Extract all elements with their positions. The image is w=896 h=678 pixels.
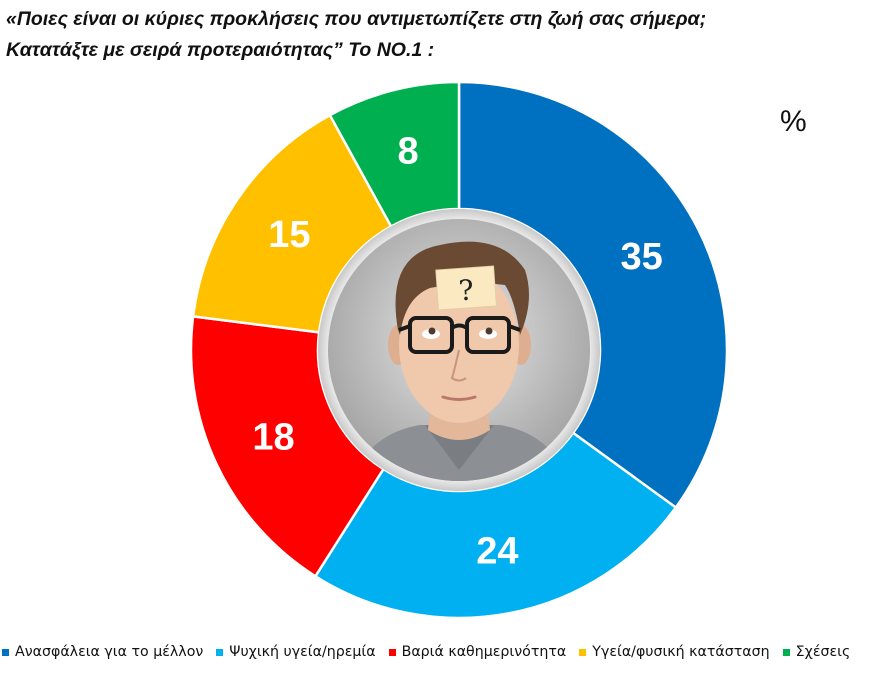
title-line-1: «Ποιες είναι οι κύριες προκλήσεις που αν…: [6, 8, 707, 30]
slice-value-label-3: 18: [252, 416, 294, 458]
svg-text:?: ?: [458, 273, 475, 307]
legend-swatch: [579, 648, 587, 656]
value-labels-group: 35 24 18 15 8: [252, 130, 662, 572]
legend-label: Υγεία/φυσική κατάσταση: [592, 644, 770, 660]
glasses-shape: [398, 316, 521, 354]
legend-swatch: [388, 648, 396, 656]
unit-label: %: [780, 105, 807, 138]
legend-item-2: Ψυχική υγεία/ηρεμία: [216, 644, 376, 660]
slice-value-label-1: 35: [621, 236, 663, 278]
title-line-2: Κατατάξτε με σειρά προτεραιότητας” Το ΝΟ…: [6, 39, 435, 61]
hair-shape: [395, 241, 529, 335]
legend-item-5: Σχέσεις: [782, 644, 851, 660]
chart-title: «Ποιες είναι οι κύριες προκλήσεις που αν…: [6, 4, 886, 66]
legend-swatch: [2, 648, 9, 656]
legend-item-3: Βαριά καθημερινότητα: [388, 644, 567, 660]
slice-value-label-2: 24: [476, 530, 518, 572]
legend-item-1: Ανασφάλεια για το μέλλον: [2, 644, 203, 660]
chart-legend: Ανασφάλεια για το μέλλον Ψυχική υγεία/ηρε…: [2, 640, 850, 664]
slice-value-label-5: 8: [397, 130, 418, 172]
legend-swatch: [216, 648, 224, 656]
slice-value-label-4: 15: [268, 214, 310, 256]
question-note: ?: [435, 265, 497, 311]
legend-label: Ψυχική υγεία/ηρεμία: [229, 644, 376, 660]
legend-label: Ανασφάλεια για το μέλλον: [15, 644, 204, 660]
legend-swatch: [782, 648, 790, 656]
legend-label: Βαριά καθημερινότητα: [401, 644, 567, 660]
legend-label: Σχέσεις: [795, 644, 851, 660]
center-portrait-image: ?: [318, 209, 600, 491]
donut-chart: ? 35 24 18 15 8: [189, 80, 729, 620]
slices-group: [189, 80, 729, 620]
legend-item-4: Υγεία/φυσική κατάσταση: [579, 644, 770, 660]
